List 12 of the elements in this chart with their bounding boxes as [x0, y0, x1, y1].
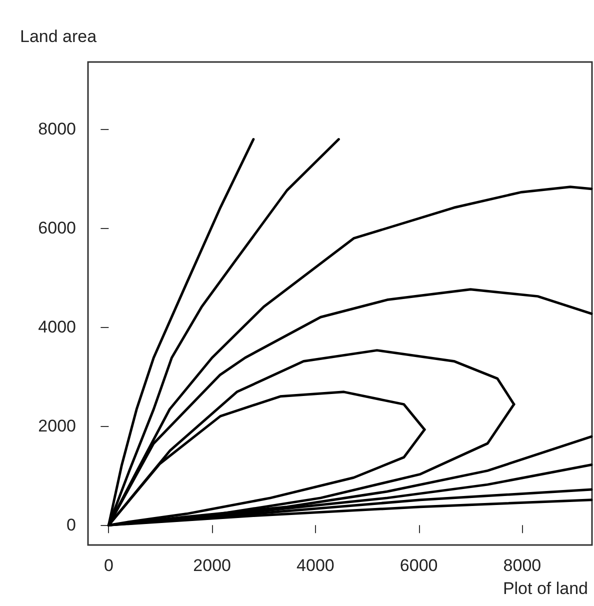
y-tick-label: 8000 [38, 119, 76, 138]
x-tick-label: 4000 [296, 556, 334, 575]
y-tick-label: 2000 [38, 416, 76, 436]
x-axis-title: Plot of land [502, 579, 588, 598]
y-axis-title: Land area [20, 27, 98, 46]
x-tick-label: 6000 [400, 556, 438, 575]
x-tick-label: 0 [104, 556, 114, 575]
y-tick-label: 0 [66, 516, 76, 535]
x-tick-label: 2000 [193, 556, 231, 575]
y-tick-label: 6000 [38, 218, 76, 238]
y-tick-label: 4000 [38, 318, 76, 337]
x-tick-label: 8000 [503, 556, 542, 575]
